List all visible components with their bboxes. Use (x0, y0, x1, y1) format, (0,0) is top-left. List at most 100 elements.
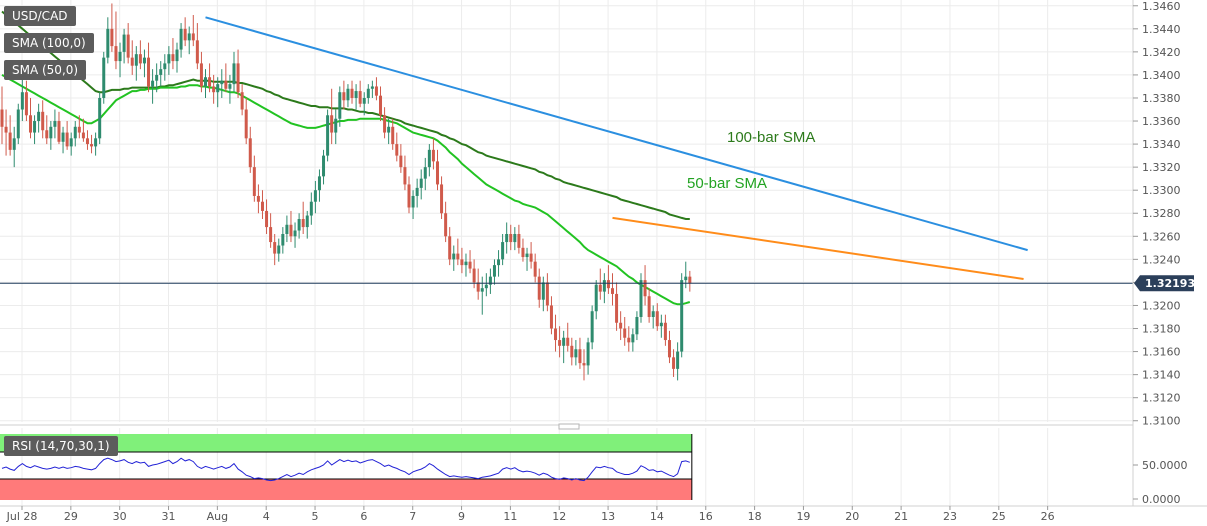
candle-body (134, 54, 138, 66)
candle-body (33, 121, 37, 133)
candle-body (342, 92, 346, 101)
x-tick-label: 29 (64, 510, 78, 523)
x-tick-label: 30 (113, 510, 127, 523)
candle-body (578, 349, 582, 364)
candle-body (338, 92, 342, 119)
time-axis[interactable]: Jul 28 29 30 31 Aug 4 5 6 7 9 11 12 13 14 16 18 19 20 21 23… (0, 505, 1207, 523)
candle-body (655, 311, 659, 327)
y-tick-label: 1.3380 (1142, 92, 1181, 105)
candle-body (570, 345, 574, 358)
candle-body (305, 215, 309, 228)
candle-body (676, 351, 680, 369)
y-tick-label: 1.3280 (1142, 207, 1181, 220)
candle-body (232, 63, 236, 85)
y-tick-label: 1.3160 (1142, 346, 1181, 359)
x-tick-label: 20 (845, 510, 859, 523)
candles (0, 3, 692, 381)
sma100-legend[interactable]: SMA (100,0) (4, 33, 94, 53)
candle-body (423, 167, 427, 179)
rsi-tick-label: 50.0000 (1142, 459, 1188, 472)
candle-body (492, 265, 496, 277)
candle-body (195, 40, 199, 64)
x-tick-label: 9 (458, 510, 465, 523)
candle-body (549, 305, 553, 329)
candle-body (65, 132, 69, 147)
candle-body (252, 167, 256, 196)
candle-body (317, 176, 321, 191)
candle-body (94, 138, 98, 147)
candle-body (611, 288, 614, 294)
candle-body (183, 28, 187, 41)
candle-body (619, 322, 623, 329)
candle-body (354, 91, 358, 98)
candle-body (488, 276, 492, 285)
x-tick-label: 23 (943, 510, 957, 523)
candle-body (138, 54, 142, 64)
candle-body (37, 111, 41, 122)
candle-body (659, 322, 663, 327)
candle-body (533, 261, 537, 277)
x-tick-label: 5 (312, 510, 319, 523)
candle-body (0, 109, 4, 127)
candle-body (293, 230, 297, 237)
candle-body (167, 54, 171, 64)
candle-body (383, 115, 387, 133)
candle-body (102, 57, 106, 98)
candle-body (297, 219, 301, 231)
candle-body (460, 259, 464, 266)
candle-body (440, 184, 444, 214)
candle-body (582, 363, 586, 366)
candle-body (602, 280, 606, 292)
candle-body (187, 33, 191, 41)
x-tick-label: 13 (601, 510, 615, 523)
blue-resistance-trendline (205, 16, 1028, 252)
candle-body (4, 126, 8, 133)
candle-body (407, 184, 411, 208)
sma-lines (1, 10, 691, 306)
candle-body (444, 213, 448, 237)
candle-body (334, 118, 338, 133)
candle-body (484, 284, 488, 289)
price-axis[interactable]: 1.3460 1.3440 1.3420 1.3400 1.3380 1.3360 1.33… (1132, 0, 1207, 526)
candle-body (431, 149, 435, 162)
candle-body (517, 233, 521, 248)
candle-body (289, 224, 293, 237)
rsi-line (1, 457, 690, 482)
x-tick-label: 19 (796, 510, 810, 523)
y-tick-label: 1.3400 (1142, 69, 1181, 82)
y-tick-label: 1.3420 (1142, 46, 1181, 59)
candle-body (73, 126, 77, 139)
candle-body (525, 253, 529, 258)
candle-body (122, 34, 126, 52)
candle-body (598, 284, 602, 292)
candle-body (240, 92, 244, 110)
candle-body (509, 233, 513, 243)
candle-body (285, 224, 289, 234)
candle-body (216, 84, 220, 93)
candle-body (370, 86, 374, 89)
candle-body (126, 34, 130, 58)
candle-body (212, 86, 216, 93)
x-tick-label: 12 (552, 510, 566, 523)
candle-body (142, 57, 146, 64)
candle-body (191, 33, 195, 41)
rsi-legend[interactable]: RSI (14,70,30,1) (4, 436, 118, 456)
y-tick-label: 1.3100 (1142, 415, 1181, 428)
candle-body (497, 259, 501, 266)
y-tick-label: 1.3460 (1142, 0, 1181, 13)
rsi-overbought-zone (0, 434, 692, 452)
candle-body (395, 144, 399, 156)
candle-body (590, 311, 594, 343)
candle-body (90, 144, 94, 147)
candle-body (366, 88, 370, 98)
symbol-label[interactable]: USD/CAD (4, 6, 76, 26)
sma50-legend[interactable]: SMA (50,0) (4, 60, 87, 80)
candle-body (391, 126, 395, 145)
candle-body (224, 80, 228, 89)
candle-body (635, 316, 639, 335)
candle-body (85, 138, 89, 145)
grid (0, 0, 1133, 506)
candle-body (468, 261, 472, 269)
candle-body (12, 138, 16, 150)
